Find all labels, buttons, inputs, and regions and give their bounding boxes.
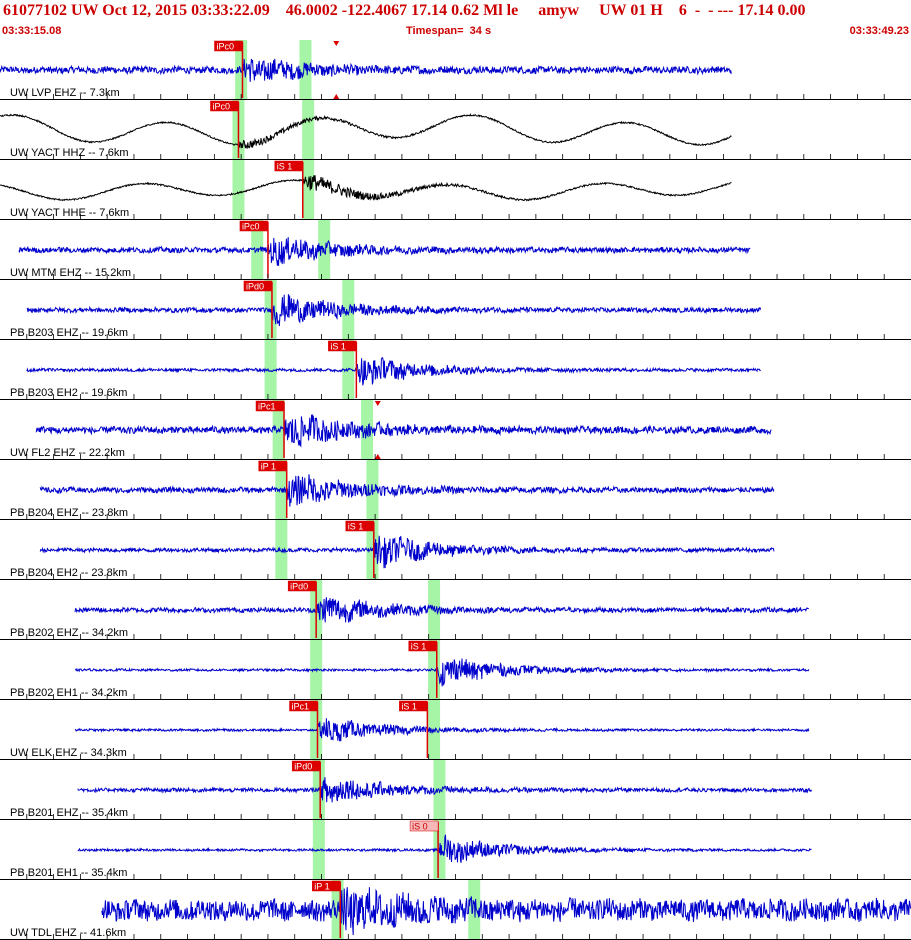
trace-panel: iPc1 UW FL2 EHZ -- 22.2km — [0, 400, 911, 460]
trace-label: UW YACT HHE -- 7.6km — [10, 207, 129, 219]
pick-window — [232, 160, 245, 220]
trace-label: UW ELK EHZ -- 34.3km — [10, 747, 127, 759]
pick-window — [275, 520, 288, 580]
pick-flag-label: iP 1 — [314, 882, 329, 892]
trace-panel: iPc0 UW MTM EHZ -- 15.2km — [0, 220, 911, 280]
waveform-line — [39, 474, 775, 507]
end-time-label: 03:33:49.23 — [849, 25, 909, 37]
waveform-line — [26, 356, 761, 386]
trace-panel: iPc0 UW YACT HHZ -- 7.6km — [0, 100, 911, 160]
seismogram-panel: iPc0 UW LVP EHZ -- 7.3km iPc0 UW YACT HHZ -… — [0, 40, 911, 940]
amplitude-marker — [374, 454, 381, 459]
timespan-label: Timespan= 34 s — [406, 25, 492, 37]
pick-flag-label: iP 1 — [261, 462, 276, 472]
waveform-line — [74, 658, 810, 687]
trace-label: PB B202 EHZ -- 34.2km — [10, 627, 128, 639]
trace-panel: iS 1 PB B202 EH1 -- 34.2km — [0, 640, 911, 700]
pick-flag-label: iPc0 — [242, 222, 260, 232]
pick-flag-label: iPd0 — [290, 582, 308, 592]
waveform-line — [0, 113, 732, 149]
pick-flag — [345, 520, 375, 532]
waveform-line — [26, 294, 762, 327]
pick-flag — [312, 880, 341, 892]
waveform-line — [77, 777, 812, 803]
pick-flag — [258, 460, 287, 472]
trace-panel: iPc0 UW LVP EHZ -- 7.3km — [0, 40, 911, 100]
pick-flag — [408, 640, 437, 652]
trace-label: PB B204 EHZ -- 23.8km — [10, 507, 128, 519]
pick-flag — [239, 220, 269, 232]
amplitude-marker — [333, 41, 340, 46]
trace-label: PB B201 EHZ -- 35.4km — [10, 807, 128, 819]
trace-panel: iS 1 PB B203 EH2 -- 19.6km — [0, 340, 911, 400]
waveform-line — [35, 413, 772, 448]
waveform-line — [74, 597, 809, 623]
pick-flag-label: iPd0 — [294, 762, 312, 772]
pick-flag — [399, 700, 428, 712]
waveform-line — [74, 718, 810, 742]
pick-flag — [289, 700, 318, 712]
trace-panel: iS 0 PB B201 EH1 -- 35.4km — [0, 820, 911, 880]
start-time-label: 03:33:15.08 — [2, 25, 62, 37]
pick-flag — [214, 40, 243, 52]
trace-label: PB B202 EH1 -- 34.2km — [10, 687, 127, 699]
pick-window — [342, 280, 355, 340]
event-summary-title: 61077102 UW Oct 12, 2015 03:33:22.09 46.… — [3, 2, 806, 19]
trace-label: UW YACT HHZ -- 7.6km — [10, 147, 129, 159]
trace-panel: iP 1 PB B204 EHZ -- 23.8km — [0, 460, 911, 520]
pick-flag — [210, 100, 239, 112]
pick-flag-label: iPd0 — [246, 282, 264, 292]
amplitude-marker — [374, 401, 381, 406]
trace-label: PB B203 EH2 -- 19.6km — [10, 387, 127, 399]
pick-flag — [328, 340, 357, 352]
pick-flag-label: iPc1 — [292, 702, 310, 712]
trace-panel: iS 1 PB B204 EH2 -- 23.8km — [0, 520, 911, 580]
trace-label: UW TDL EHZ -- 41.6km — [10, 927, 126, 939]
waveform-line — [101, 887, 911, 936]
trace-label: PB B204 EH2 -- 23.8km — [10, 567, 127, 579]
pick-flag-label: iPc0 — [212, 102, 230, 112]
pick-flag — [291, 760, 321, 772]
pick-flag — [274, 160, 304, 172]
pick-flag-label: iS 1 — [330, 342, 346, 352]
event-header: 61077102 UW Oct 12, 2015 03:33:22.09 46.… — [0, 0, 911, 40]
trace-label: PB B203 EHZ -- 19.6km — [10, 327, 128, 339]
pick-flag-label: iS 0 — [412, 822, 428, 832]
pick-window — [251, 220, 264, 280]
pick-flag-label: iS 1 — [401, 702, 417, 712]
amplitude-marker — [333, 94, 340, 99]
waveform-line — [0, 58, 732, 82]
pick-flag — [409, 820, 439, 832]
pick-window — [264, 340, 277, 400]
pick-flag-label: iS 1 — [277, 162, 293, 172]
pick-flag — [255, 400, 285, 412]
waveform-line — [0, 175, 732, 202]
trace-label: UW FL2 EHZ -- 22.2km — [10, 447, 125, 459]
pick-window — [428, 580, 441, 640]
pick-flag-label: iPc1 — [258, 402, 276, 412]
trace-panel: iS 1 UW YACT HHE -- 7.6km — [0, 160, 911, 220]
trace-panel: iPd0 PB B202 EHZ -- 34.2km — [0, 580, 911, 640]
pick-flag-label: iS 1 — [411, 642, 427, 652]
trace-label: PB B201 EH1 -- 35.4km — [10, 867, 127, 879]
trace-panel: iPc1 iS 1 UW ELK EHZ -- 34.3km — [0, 700, 911, 760]
trace-panel: iPd0 PB B203 EHZ -- 19.6km — [0, 280, 911, 340]
trace-label: UW MTM EHZ -- 15.2km — [10, 267, 131, 279]
pick-window — [302, 100, 315, 160]
trace-panel: iP 1 UW TDL EHZ -- 41.6km — [0, 880, 911, 940]
trace-label: UW LVP EHZ -- 7.3km — [10, 87, 120, 99]
trace-panel: iPd0 PB B201 EHZ -- 35.4km — [0, 760, 911, 820]
waveform-line — [18, 237, 751, 266]
pick-flag — [243, 280, 273, 292]
pick-flag-label: iPc0 — [216, 42, 234, 52]
waveform-line — [39, 535, 775, 569]
pick-flag-label: iS 1 — [348, 522, 364, 532]
pick-window — [299, 40, 312, 100]
pick-window — [302, 160, 315, 220]
pick-flag — [287, 580, 317, 592]
waveform-line — [77, 834, 812, 863]
pick-window — [235, 40, 248, 100]
